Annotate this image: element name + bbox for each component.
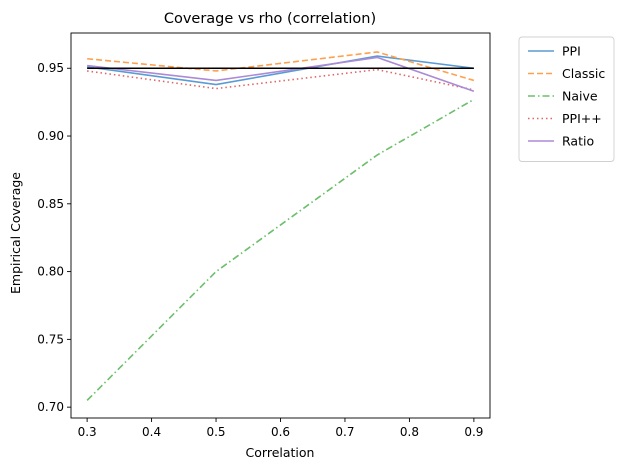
series-line-classic [87, 51, 475, 82]
y-tick-label: 0.95 [37, 61, 64, 75]
y-tick-label: 0.90 [37, 129, 64, 143]
x-tick-label: 0.3 [78, 425, 97, 439]
chart-title: Coverage vs rho (correlation) [164, 11, 376, 27]
x-tick-label: 0.7 [335, 425, 354, 439]
y-axis-label: Empirical Coverage [8, 172, 23, 294]
legend-label: PPI [562, 44, 581, 59]
series-line-naive [86, 98, 475, 401]
x-tick-label: 0.6 [271, 425, 290, 439]
legend-label: Ratio [562, 134, 594, 149]
x-tick-label: 0.4 [142, 425, 161, 439]
y-tick-label: 0.70 [37, 400, 64, 414]
legend-label: Classic [562, 66, 605, 81]
y-tick-label: 0.75 [37, 332, 64, 346]
x-tick-label: 0.9 [464, 425, 483, 439]
axes: 0.3 0.4 0.5 0.6 0.7 0.8 0.9 0.70 0.75 0.80 0.85 0.9… [37, 61, 483, 439]
y-tick-label: 0.80 [37, 265, 64, 279]
legend-box [518, 36, 615, 162]
series-line-ppi [87, 55, 474, 86]
x-tick-label: 0.5 [206, 425, 225, 439]
legend: PPI Classic Naive PPI++ Ratio [518, 36, 615, 162]
plot-area [86, 51, 475, 401]
y-tick-label: 0.85 [37, 197, 64, 211]
x-tick-label: 0.8 [400, 425, 419, 439]
legend-label: Naive [562, 89, 598, 104]
legend-label: PPI++ [562, 111, 602, 126]
x-axis-label: Correlation [246, 445, 315, 460]
